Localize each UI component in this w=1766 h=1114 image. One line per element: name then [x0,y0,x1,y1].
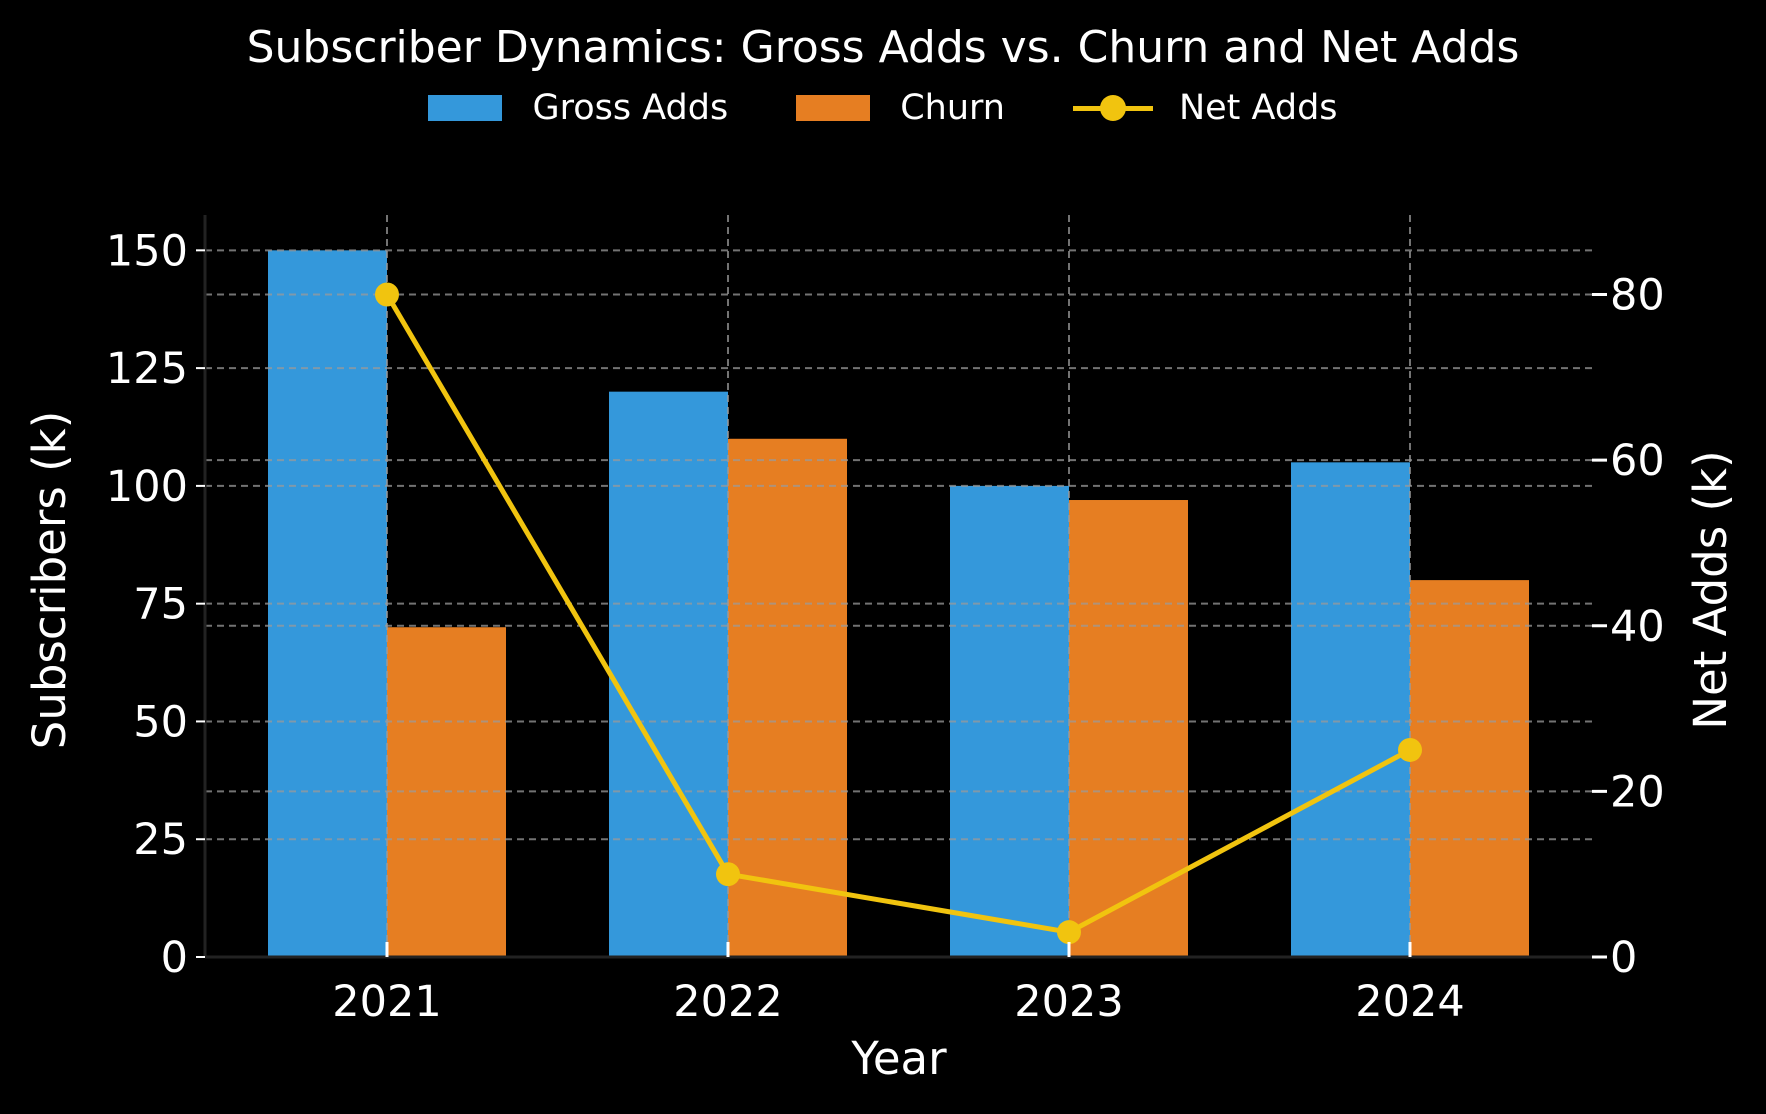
chart-title: Subscriber Dynamics: Gross Adds vs. Chur… [246,22,1520,73]
legend-marker-net-adds [1072,95,1153,121]
grid-lines [205,215,1592,957]
legend-item-churn: Churn [796,88,1005,128]
y-tick-label: 50 [133,697,188,747]
y2-axis-label: Net Adds (k) [1684,450,1737,729]
y-axis-label: Subscribers (k) [23,411,76,750]
y-tick-label: 25 [133,815,188,865]
line-layer [375,282,1422,945]
y2-tick-label: 80 [1610,271,1665,321]
x-axis-label: Year [850,1032,947,1085]
y-tick-label: 100 [106,462,188,512]
legend: Gross Adds Churn Net Adds [0,88,1766,128]
legend-swatch-gross-adds [428,95,503,121]
bar-churn [1410,580,1529,957]
y2-tick-label: 0 [1610,933,1637,983]
y-tick-label: 150 [106,226,188,276]
legend-label-churn: Churn [900,88,1005,128]
point-net-adds [375,282,399,307]
y-tick-label: 125 [106,344,188,394]
y2-tick-label: 40 [1610,602,1665,652]
point-net-adds [1057,920,1081,945]
y-tick-label: 75 [133,580,188,630]
x-tick-label: 2021 [332,977,441,1027]
legend-swatch-churn [796,95,871,121]
bar-churn [1069,500,1188,957]
point-net-adds [716,862,740,887]
x-tick-label: 2022 [673,977,782,1027]
legend-item-net-adds: Net Adds [1072,88,1338,128]
axes: 0 25 50 75 100 125 150 0 20 40 60 80 2021 2022 2023 202… [106,215,1665,1027]
y-tick-label: 0 [161,933,188,983]
bar-churn [728,438,847,957]
point-net-adds [1398,737,1422,762]
y2-tick-label: 60 [1610,436,1665,486]
legend-label-net-adds: Net Adds [1178,88,1338,128]
legend-label-gross-adds: Gross Adds [532,88,729,128]
bar-gross-adds [1291,462,1410,957]
x-tick-label: 2024 [1355,977,1464,1027]
legend-item-gross-adds: Gross Adds [428,88,728,128]
line-net-adds [384,293,1412,935]
y2-tick-label: 20 [1610,767,1665,817]
x-tick-label: 2023 [1014,977,1123,1027]
bar-gross-adds [609,391,728,958]
